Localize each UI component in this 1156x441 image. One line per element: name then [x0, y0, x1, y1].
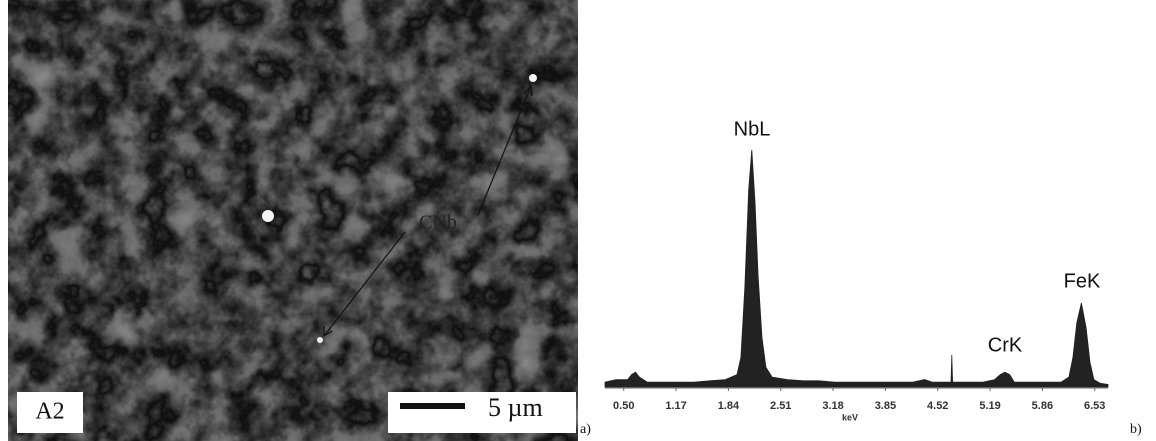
- peak-label: NbL: [734, 118, 771, 140]
- x-tick-label: 4.52: [927, 400, 948, 412]
- x-tick-label: 6.53: [1084, 400, 1105, 412]
- peak-label: FeK: [1064, 270, 1101, 292]
- panel-label: b): [1130, 422, 1142, 437]
- x-axis-label: keV: [842, 412, 858, 422]
- x-tick-label: 5.19: [979, 400, 1000, 412]
- x-tick-label: 3.18: [822, 400, 843, 412]
- peak-label: CrK: [988, 334, 1023, 356]
- x-tick-label: 2.51: [770, 400, 791, 412]
- x-tick-label: 5.86: [1032, 400, 1053, 412]
- particle: [317, 337, 323, 343]
- scale-bar: [400, 403, 465, 409]
- panel-label: a): [580, 422, 591, 437]
- scale-box: [388, 392, 576, 433]
- x-tick-label: 1.84: [718, 400, 740, 412]
- sem-texture: [8, 0, 578, 441]
- particle: [529, 74, 537, 82]
- feature-label: CNb: [419, 212, 457, 234]
- sample-label: A2: [35, 399, 64, 425]
- spectrum: [605, 150, 1108, 387]
- scale-bar-label: 5 µm: [488, 393, 543, 422]
- particle: [262, 210, 274, 222]
- figure: CNb A2 5 µm a) b) keV 0.50 1.17 1.84 2.51 3.…: [0, 0, 1156, 441]
- x-tick-label: 0.50: [613, 400, 634, 412]
- x-tick-label: 3.85: [875, 400, 896, 412]
- x-tick-label: 1.17: [665, 400, 686, 412]
- sem-image: CNb A2 5 µm: [8, 0, 578, 441]
